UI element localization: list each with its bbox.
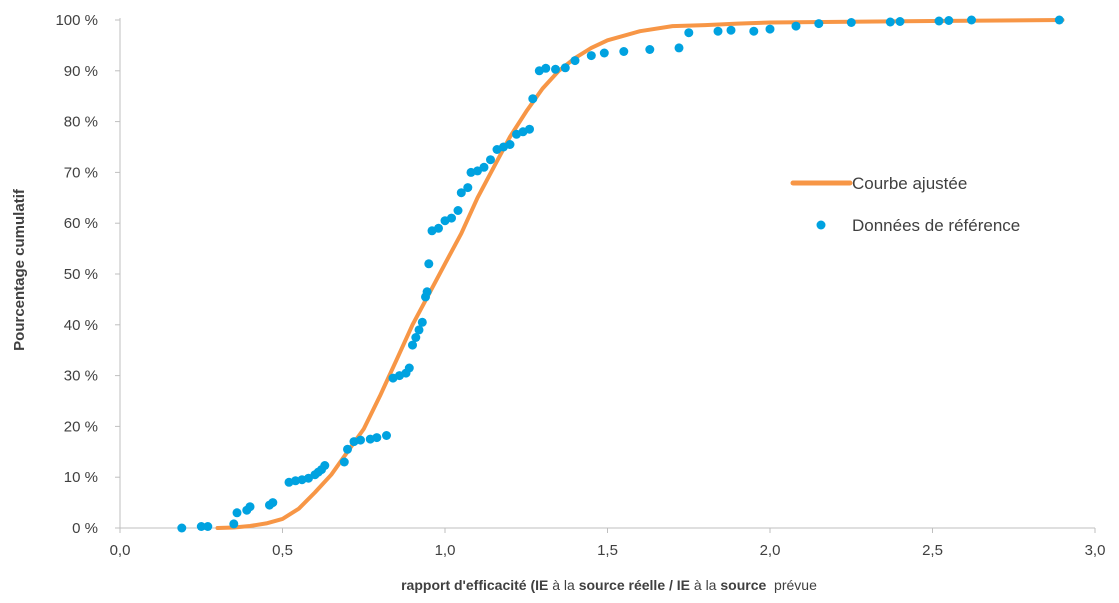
data-point bbox=[268, 498, 278, 508]
data-point bbox=[541, 63, 551, 73]
y-tick-label: 100 % bbox=[55, 12, 98, 29]
y-axis-label: Pourcentage cumulatif bbox=[11, 188, 28, 351]
data-point bbox=[320, 461, 330, 470]
data-point bbox=[203, 522, 213, 531]
data-point bbox=[245, 502, 255, 512]
y-tick-label: 60 % bbox=[64, 215, 98, 232]
legend-dot-swatch bbox=[816, 220, 826, 230]
data-point bbox=[551, 64, 560, 74]
x-tick-label: 1,0 bbox=[435, 542, 456, 559]
data-point bbox=[586, 51, 596, 61]
data-point bbox=[1054, 15, 1064, 25]
y-tick-label: 80 % bbox=[64, 114, 98, 131]
x-axis-label: rapport d'efficacité (IE à la source rée… bbox=[401, 577, 817, 593]
x-axis-ticks: 0,0 0,5 1,0 1,5 2,0 2,5 3,0 bbox=[110, 528, 1106, 559]
data-point bbox=[846, 18, 856, 27]
y-tick-label: 90 % bbox=[64, 63, 98, 80]
data-point bbox=[944, 16, 954, 25]
y-axis-ticks: 0 % 10 % 20 % 30 % 40 % 50 % 60 % 70 % 80 % 90 % 1… bbox=[55, 12, 120, 537]
data-point bbox=[645, 45, 655, 54]
data-point bbox=[356, 435, 365, 445]
data-point bbox=[229, 519, 239, 529]
data-point bbox=[505, 140, 515, 149]
data-point bbox=[424, 259, 434, 269]
plot-area bbox=[177, 15, 1065, 533]
x-tick-label: 2,0 bbox=[760, 542, 781, 559]
data-point bbox=[885, 17, 895, 27]
data-point bbox=[684, 28, 694, 38]
y-tick-label: 70 % bbox=[64, 164, 98, 181]
data-point bbox=[749, 26, 759, 36]
legend: Courbe ajustée Données de référence bbox=[790, 174, 1020, 235]
data-point bbox=[967, 15, 976, 25]
data-point bbox=[674, 43, 684, 53]
data-point bbox=[528, 94, 538, 104]
data-point bbox=[232, 508, 242, 518]
legend-label-reference-data: Données de référence bbox=[852, 216, 1020, 235]
y-tick-label: 0 % bbox=[72, 520, 98, 537]
y-tick-label: 50 % bbox=[64, 266, 98, 283]
data-point bbox=[765, 24, 775, 34]
data-point bbox=[372, 433, 382, 443]
data-point bbox=[934, 16, 944, 26]
x-tick-label: 3,0 bbox=[1085, 542, 1106, 559]
data-point bbox=[453, 206, 463, 215]
data-point bbox=[713, 26, 723, 36]
fitted-curve-line bbox=[215, 18, 1065, 530]
y-tick-label: 10 % bbox=[64, 469, 98, 486]
data-point bbox=[339, 457, 349, 467]
data-point bbox=[177, 523, 187, 533]
data-point bbox=[791, 21, 801, 31]
data-point bbox=[404, 363, 414, 373]
data-point bbox=[422, 287, 432, 297]
x-tick-label: 1,5 bbox=[597, 542, 618, 559]
data-point bbox=[414, 325, 424, 335]
data-point bbox=[479, 162, 489, 172]
data-point bbox=[814, 19, 824, 29]
data-point bbox=[411, 333, 421, 342]
data-point bbox=[417, 317, 427, 327]
data-point bbox=[726, 25, 736, 35]
y-tick-label: 40 % bbox=[64, 317, 98, 334]
x-tick-label: 2,5 bbox=[922, 542, 943, 559]
data-point bbox=[434, 223, 443, 233]
data-point bbox=[382, 431, 391, 440]
data-point bbox=[599, 48, 609, 58]
data-point bbox=[525, 124, 534, 134]
data-point bbox=[463, 183, 473, 193]
data-point bbox=[570, 56, 580, 66]
legend-label-fitted-curve: Courbe ajustée bbox=[852, 174, 967, 193]
data-point bbox=[619, 47, 629, 56]
data-point bbox=[196, 522, 206, 531]
x-tick-label: 0,0 bbox=[110, 542, 131, 559]
y-tick-label: 20 % bbox=[64, 418, 98, 435]
data-point bbox=[343, 444, 352, 454]
data-point bbox=[447, 213, 456, 223]
y-tick-label: 30 % bbox=[64, 368, 98, 385]
x-tick-label: 0,5 bbox=[272, 542, 293, 559]
axes bbox=[119, 18, 1095, 529]
data-point bbox=[486, 155, 495, 165]
data-point bbox=[456, 188, 466, 198]
data-point bbox=[560, 63, 570, 73]
data-point bbox=[408, 340, 417, 350]
data-point bbox=[895, 17, 905, 26]
